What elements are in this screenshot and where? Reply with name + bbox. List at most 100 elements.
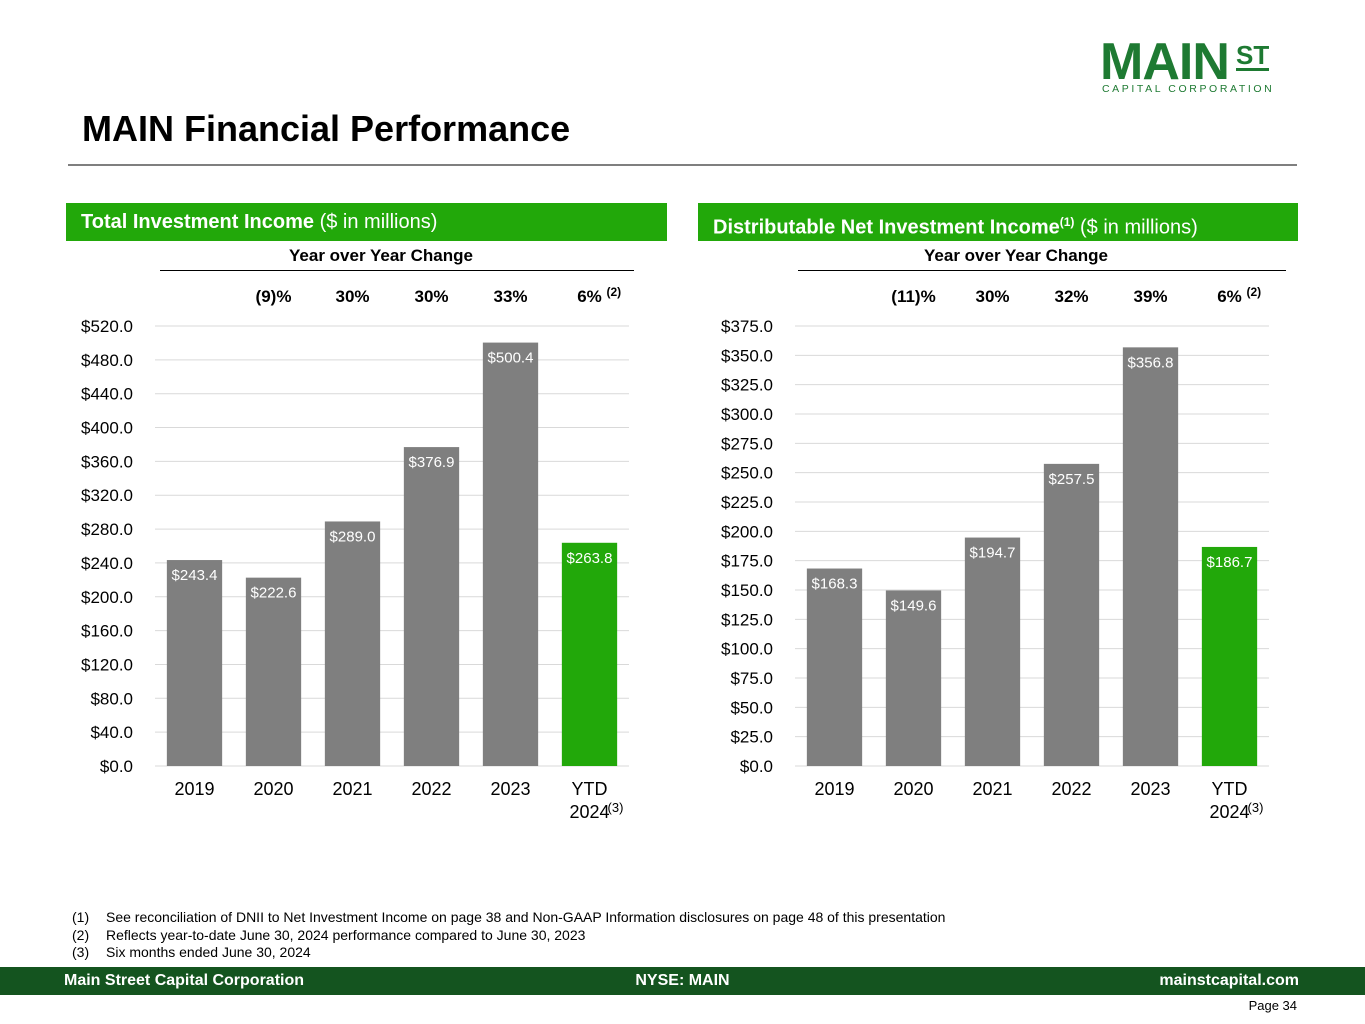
chart1-y-tick-label: $75.0 — [730, 669, 773, 688]
chart1-y-tick-label: $300.0 — [721, 405, 773, 424]
chart0-y-tick-label: $160.0 — [81, 622, 133, 641]
chart1-y-tick-label: $350.0 — [721, 346, 773, 365]
chart0-category-label-3: 2022 — [411, 779, 451, 799]
chart1-category-label-5: 2024 — [1209, 802, 1249, 822]
logo-st-text: ST — [1236, 40, 1270, 71]
chart1-bar-4 — [1122, 347, 1179, 766]
chart1-yoy-footnote-5: (2) — [1247, 285, 1262, 299]
right-panel-header-units: ($ in millions) — [1074, 216, 1198, 239]
chart1-data-label-2: $194.7 — [970, 545, 1016, 562]
chart0-category-label-5: YTD — [572, 779, 608, 799]
footnote-1-number: (1) — [72, 909, 90, 925]
left-panel-header-bold: Total Investment Income — [81, 211, 315, 233]
chart1-y-tick-label: $325.0 — [721, 376, 773, 395]
page-title: MAIN Financial Performance — [82, 108, 571, 149]
chart0-bar-5 — [561, 542, 618, 766]
chart1-y-tick-label: $225.0 — [721, 493, 773, 512]
chart0-category-label-0: 2019 — [174, 779, 214, 799]
total-investment-income-chart: $0.0 $40.0 $80.0 $120.0 $160.0 $200.0 $240.0 $2… — [81, 285, 629, 822]
chart0-data-label-3: $376.9 — [409, 454, 455, 471]
footnote-1: (1) See reconciliation of DNII to Net In… — [72, 909, 945, 927]
chart1-y-tick-label: $200.0 — [721, 522, 773, 541]
logo-main-text: MAIN — [1100, 33, 1230, 91]
chart1-bar-5 — [1201, 546, 1258, 766]
chart1-data-label-5: $186.7 — [1207, 554, 1253, 571]
chart0-category-label-4: 2023 — [490, 779, 530, 799]
right-yoy-title: Year over Year Change — [924, 246, 1108, 265]
chart1-y-tick-label: $275.0 — [721, 434, 773, 453]
chart0-y-tick-label: $360.0 — [81, 452, 133, 471]
chart1-y-tick-label: $0.0 — [740, 757, 773, 776]
chart0-y-tick-label: $440.0 — [81, 385, 133, 404]
footnote-3-number: (3) — [72, 944, 90, 960]
chart1-category-footnote-5: (3) — [1248, 800, 1264, 815]
chart1-y-tick-label: $125.0 — [721, 610, 773, 629]
chart0-category-label-5: 2024 — [569, 802, 609, 822]
chart1-category-label-5: YTD — [1212, 779, 1248, 799]
chart1-bar-3 — [1043, 463, 1100, 766]
left-panel-header-units: ($ in millions) — [314, 211, 438, 233]
footnote-1-text: See reconciliation of DNII to Net Invest… — [106, 909, 946, 925]
chart0-bar-3 — [403, 447, 460, 766]
chart1-y-tick-label: $150.0 — [721, 581, 773, 600]
chart1-bar-2 — [964, 537, 1021, 766]
chart0-y-tick-label: $120.0 — [81, 655, 133, 674]
chart0-yoy-change-3: 30% — [414, 287, 448, 306]
chart0-category-footnote-5: (3) — [608, 800, 624, 815]
chart1-yoy-change-3: 32% — [1054, 287, 1088, 306]
right-panel-header: Distributable Net Investment Income(1) (… — [698, 203, 1298, 241]
chart1-category-label-3: 2022 — [1051, 779, 1091, 799]
chart0-y-tick-label: $520.0 — [81, 317, 133, 336]
chart1-y-tick-label: $375.0 — [721, 317, 773, 336]
chart0-bar-4 — [482, 342, 539, 766]
footer-company: Main Street Capital Corporation — [64, 972, 305, 989]
chart0-y-tick-label: $240.0 — [81, 554, 133, 573]
footer-ticker: NYSE: MAIN — [635, 972, 730, 989]
right-yoy-rule — [798, 270, 1286, 271]
chart0-category-label-1: 2020 — [253, 779, 293, 799]
chart1-category-label-4: 2023 — [1130, 779, 1170, 799]
chart0-yoy-change-5: 6% — [577, 287, 602, 306]
chart1-bar-1 — [885, 590, 942, 766]
left-yoy-title: Year over Year Change — [289, 246, 473, 265]
chart0-data-label-5: $263.8 — [567, 550, 613, 567]
page-number: Page 34 — [1248, 998, 1297, 1013]
chart1-data-label-1: $149.6 — [891, 597, 937, 614]
chart0-y-tick-label: $320.0 — [81, 486, 133, 505]
chart0-y-tick-label: $80.0 — [90, 689, 133, 708]
chart1-y-tick-label: $50.0 — [730, 698, 773, 717]
chart1-y-tick-label: $100.0 — [721, 640, 773, 659]
chart1-yoy-change-1: (11)% — [891, 287, 935, 306]
chart0-y-tick-label: $0.0 — [100, 757, 133, 776]
title-divider — [68, 164, 1297, 166]
footnote-2-number: (2) — [72, 926, 90, 943]
company-logo: MAIN ST CAPITAL CORPORATION — [1100, 36, 1280, 96]
chart0-bar-2 — [324, 521, 381, 766]
chart0-y-tick-label: $400.0 — [81, 419, 133, 438]
chart1-yoy-change-5: 6% — [1217, 287, 1242, 306]
chart1-data-label-3: $257.5 — [1049, 471, 1095, 488]
left-panel-header: Total Investment Income ($ in millions) — [66, 203, 667, 241]
footnotes: (1) See reconciliation of DNII to Net In… — [72, 909, 945, 962]
chart1-y-tick-label: $250.0 — [721, 464, 773, 483]
chart0-yoy-change-4: 33% — [493, 287, 527, 306]
chart0-bar-1 — [245, 577, 302, 766]
chart0-bar-0 — [166, 560, 223, 766]
chart0-yoy-change-1: (9)% — [256, 287, 292, 306]
footnote-2-text: Reflects year-to-date June 30, 2024 perf… — [106, 926, 586, 943]
chart0-y-tick-label: $200.0 — [81, 588, 133, 607]
logo-subtitle: CAPITAL CORPORATION — [1102, 83, 1275, 95]
right-panel-header-footnote: (1) — [1059, 215, 1075, 229]
chart0-y-tick-label: $40.0 — [90, 723, 133, 742]
chart1-yoy-change-4: 39% — [1133, 287, 1167, 306]
chart1-bar-0 — [806, 568, 863, 766]
footnote-2: (2) Reflects year-to-date June 30, 2024 … — [72, 927, 945, 945]
chart1-category-label-0: 2019 — [814, 779, 854, 799]
chart0-yoy-footnote-5: (2) — [607, 285, 622, 299]
footnote-3-text: Six months ended June 30, 2024 — [106, 944, 311, 960]
left-yoy-rule — [160, 270, 634, 271]
chart1-category-label-1: 2020 — [893, 779, 933, 799]
footer-website-link[interactable]: mainstcapital.com — [1159, 972, 1299, 989]
chart0-yoy-change-2: 30% — [335, 287, 369, 306]
chart1-category-label-2: 2021 — [972, 779, 1012, 799]
